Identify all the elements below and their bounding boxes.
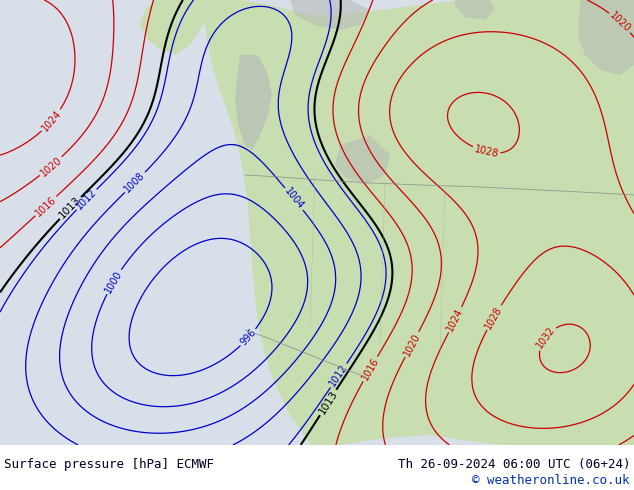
- Polygon shape: [578, 0, 634, 75]
- Text: 1020: 1020: [38, 154, 63, 178]
- Polygon shape: [455, 0, 495, 20]
- Text: Surface pressure [hPa] ECMWF: Surface pressure [hPa] ECMWF: [4, 458, 214, 471]
- Polygon shape: [205, 0, 634, 445]
- Text: 1016: 1016: [359, 356, 380, 382]
- Text: 1024: 1024: [445, 306, 465, 333]
- Text: 1020: 1020: [608, 10, 633, 34]
- Polygon shape: [335, 135, 390, 185]
- Polygon shape: [290, 0, 370, 30]
- Text: 1032: 1032: [534, 325, 557, 350]
- Text: 1013: 1013: [317, 389, 339, 416]
- Text: 1000: 1000: [103, 269, 124, 295]
- Polygon shape: [558, 0, 600, 37]
- Text: 1008: 1008: [123, 170, 147, 195]
- Text: 1020: 1020: [402, 331, 422, 358]
- Text: 996: 996: [238, 327, 258, 348]
- Text: 1004: 1004: [282, 186, 306, 212]
- Text: 1024: 1024: [40, 108, 63, 133]
- Text: 1012: 1012: [74, 187, 99, 212]
- Text: 1016: 1016: [34, 194, 58, 218]
- Polygon shape: [235, 55, 272, 150]
- Text: 1028: 1028: [473, 144, 500, 159]
- Polygon shape: [140, 0, 210, 55]
- Text: © weatheronline.co.uk: © weatheronline.co.uk: [472, 474, 630, 487]
- Text: 1028: 1028: [484, 304, 505, 331]
- Text: 1012: 1012: [328, 363, 350, 389]
- Text: Th 26-09-2024 06:00 UTC (06+24): Th 26-09-2024 06:00 UTC (06+24): [398, 458, 630, 471]
- Text: 1013: 1013: [58, 195, 83, 221]
